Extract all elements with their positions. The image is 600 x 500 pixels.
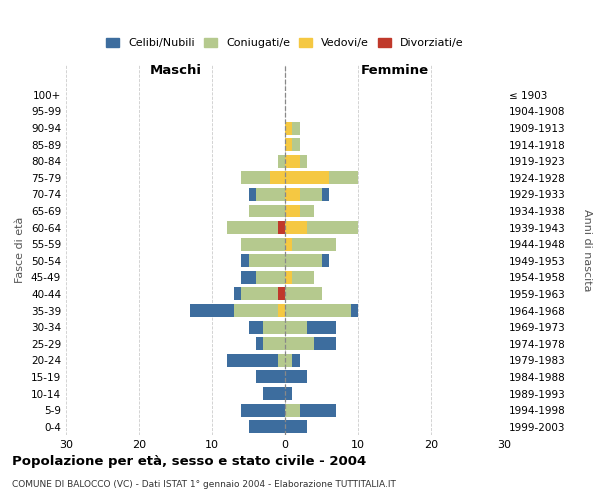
Bar	[241, 238, 285, 250]
Bar	[292, 238, 336, 250]
Y-axis label: Anni di nascita: Anni di nascita	[582, 209, 592, 291]
Bar	[285, 122, 292, 134]
Bar	[227, 221, 278, 234]
Bar	[248, 254, 285, 268]
Bar	[285, 354, 292, 367]
Bar	[256, 188, 285, 201]
Bar	[285, 304, 350, 317]
Bar	[299, 188, 322, 201]
Bar	[263, 387, 285, 400]
Bar	[256, 271, 285, 284]
Bar	[285, 370, 307, 384]
Bar	[285, 271, 292, 284]
Bar	[285, 404, 299, 416]
Bar	[285, 338, 314, 350]
Legend: Celibi/Nubili, Coniugati/e, Vedovi/e, Divorziati/e: Celibi/Nubili, Coniugati/e, Vedovi/e, Di…	[102, 34, 468, 53]
Bar	[285, 288, 322, 300]
Bar	[285, 155, 299, 168]
Bar	[241, 288, 278, 300]
Bar	[285, 238, 292, 250]
Bar	[234, 288, 241, 300]
Text: COMUNE DI BALOCCO (VC) - Dati ISTAT 1° gennaio 2004 - Elaborazione TUTTITALIA.IT: COMUNE DI BALOCCO (VC) - Dati ISTAT 1° g…	[12, 480, 396, 489]
Bar	[292, 138, 299, 151]
Bar	[299, 155, 307, 168]
Bar	[248, 204, 285, 218]
Bar	[285, 138, 292, 151]
Bar	[314, 338, 336, 350]
Bar	[285, 254, 322, 268]
Bar	[271, 172, 285, 184]
Bar	[322, 188, 329, 201]
Bar	[278, 354, 285, 367]
Bar	[248, 420, 285, 433]
Bar	[292, 271, 314, 284]
Bar	[241, 172, 271, 184]
Bar	[256, 338, 263, 350]
Y-axis label: Fasce di età: Fasce di età	[16, 217, 25, 283]
Bar	[307, 221, 358, 234]
Bar	[299, 404, 336, 416]
Bar	[241, 404, 285, 416]
Bar	[299, 204, 314, 218]
Bar	[241, 254, 248, 268]
Text: Maschi: Maschi	[149, 64, 202, 78]
Bar	[285, 188, 299, 201]
Bar	[285, 420, 307, 433]
Bar	[263, 320, 285, 334]
Bar	[248, 320, 263, 334]
Bar	[285, 320, 307, 334]
Bar	[285, 387, 292, 400]
Bar	[190, 304, 234, 317]
Bar	[278, 155, 285, 168]
Bar	[263, 338, 285, 350]
Bar	[256, 370, 285, 384]
Bar	[285, 204, 299, 218]
Bar	[278, 288, 285, 300]
Bar	[285, 221, 307, 234]
Bar	[234, 304, 278, 317]
Bar	[292, 122, 299, 134]
Bar	[248, 188, 256, 201]
Bar	[322, 254, 329, 268]
Text: Femmine: Femmine	[361, 64, 428, 78]
Bar	[350, 304, 358, 317]
Bar	[278, 304, 285, 317]
Bar	[241, 271, 256, 284]
Bar	[227, 354, 278, 367]
Text: Popolazione per età, sesso e stato civile - 2004: Popolazione per età, sesso e stato civil…	[12, 455, 366, 468]
Bar	[278, 221, 285, 234]
Bar	[292, 354, 299, 367]
Bar	[285, 172, 329, 184]
Bar	[307, 320, 336, 334]
Bar	[329, 172, 358, 184]
